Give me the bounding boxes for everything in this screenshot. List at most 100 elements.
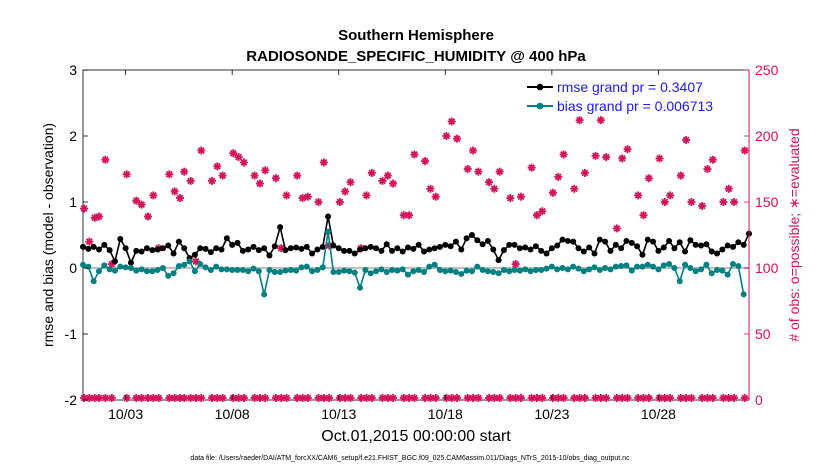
obs-star-stroke bbox=[132, 394, 140, 402]
rmse-point bbox=[474, 237, 481, 244]
obs-star-stroke bbox=[485, 178, 493, 186]
obs-evaluated-marker bbox=[250, 171, 259, 180]
obs-evaluated-marker bbox=[122, 170, 131, 179]
obs-star-stroke bbox=[688, 394, 695, 402]
bias-point bbox=[223, 266, 230, 273]
y-tick-label: -2 bbox=[65, 392, 78, 408]
bias-point bbox=[330, 268, 337, 275]
obs-star-stroke bbox=[149, 394, 157, 402]
bias-point bbox=[383, 268, 390, 275]
rmse-point bbox=[357, 246, 364, 253]
rmse-point bbox=[170, 250, 177, 257]
bias-point bbox=[362, 266, 369, 273]
bias-point bbox=[420, 268, 427, 275]
obs-star-stroke bbox=[261, 394, 269, 402]
obs-evaluated-marker bbox=[229, 149, 238, 158]
obs-star-stroke bbox=[725, 394, 733, 402]
obs-zero-marker bbox=[506, 394, 515, 402]
obs-star-stroke bbox=[426, 394, 434, 402]
obs-evaluated-marker bbox=[591, 151, 600, 160]
obs-star-stroke bbox=[560, 151, 568, 158]
obs-star-stroke bbox=[741, 147, 749, 154]
rmse-point bbox=[500, 247, 507, 254]
rmse-point bbox=[133, 247, 140, 254]
rmse-point bbox=[154, 246, 161, 253]
obs-star-stroke bbox=[576, 394, 584, 402]
obs-star-stroke bbox=[272, 174, 280, 182]
bias-point bbox=[389, 266, 396, 273]
chart-title: Southern Hemisphere bbox=[338, 27, 494, 44]
rmse-point bbox=[399, 248, 406, 255]
obs-star-stroke bbox=[219, 394, 227, 402]
obs-star-stroke bbox=[315, 198, 322, 206]
obs-star-stroke bbox=[613, 394, 621, 402]
rmse-point bbox=[383, 241, 390, 248]
rmse-point bbox=[516, 245, 523, 252]
obs-zero-marker bbox=[383, 394, 392, 402]
obs-star-stroke bbox=[666, 394, 674, 402]
rmse-point bbox=[538, 247, 545, 254]
obs-zero-marker bbox=[94, 394, 103, 402]
legend-rmse-marker bbox=[536, 83, 544, 91]
bias-point bbox=[596, 266, 603, 273]
obs-star-stroke bbox=[704, 394, 711, 402]
rmse-point bbox=[149, 247, 156, 254]
obs-star-stroke bbox=[213, 162, 221, 170]
obs-star-stroke bbox=[325, 394, 333, 402]
rmse-point bbox=[511, 241, 518, 248]
obs-star-stroke bbox=[682, 136, 690, 144]
obs-star-stroke bbox=[661, 198, 669, 206]
rmse-point bbox=[740, 241, 747, 248]
rmse-point bbox=[271, 243, 278, 250]
obs-zero-marker bbox=[644, 394, 653, 402]
rmse-point bbox=[692, 241, 699, 248]
obs-star-stroke bbox=[581, 394, 589, 402]
rmse-point bbox=[463, 235, 470, 242]
rmse-point bbox=[341, 247, 348, 254]
obs-star-stroke bbox=[432, 394, 440, 402]
rmse-point bbox=[234, 239, 241, 246]
obs-evaluated-marker bbox=[410, 150, 419, 159]
obs-star-stroke bbox=[101, 156, 109, 164]
bias-point bbox=[218, 266, 225, 273]
rmse-point bbox=[293, 244, 300, 251]
obs-zero-marker bbox=[399, 394, 408, 402]
bias-point bbox=[474, 263, 481, 270]
obs-star-stroke bbox=[240, 158, 248, 166]
obs-star-stroke bbox=[512, 394, 520, 402]
rmse-point bbox=[527, 246, 534, 253]
bias-point bbox=[607, 266, 614, 273]
y2-tick-label: 100 bbox=[755, 260, 779, 276]
bias-point bbox=[405, 271, 412, 278]
rmse-point bbox=[143, 245, 150, 252]
rmse-point bbox=[218, 246, 225, 253]
obs-star-stroke bbox=[688, 198, 695, 206]
rmse-point bbox=[181, 245, 188, 252]
obs-star-stroke bbox=[645, 394, 653, 402]
obs-zero-marker bbox=[154, 394, 163, 402]
rmse-point bbox=[223, 235, 230, 242]
bias-point bbox=[532, 266, 539, 273]
obs-star-stroke bbox=[464, 165, 472, 173]
bias-point bbox=[234, 266, 241, 273]
obs-star-stroke bbox=[682, 394, 690, 402]
rmse-point bbox=[554, 242, 561, 249]
obs-star-stroke bbox=[613, 224, 621, 232]
bias-point bbox=[735, 263, 742, 270]
obs-star-stroke bbox=[235, 153, 243, 161]
obs-star-stroke bbox=[251, 394, 258, 402]
bias-point bbox=[367, 270, 374, 277]
x-axis-label: Oct.01,2015 00:00:00 start bbox=[321, 428, 511, 445]
rmse-point bbox=[111, 258, 118, 265]
rmse-point bbox=[431, 245, 438, 252]
obs-star-stroke bbox=[283, 394, 290, 402]
obs-star-stroke bbox=[640, 211, 647, 219]
bias-point bbox=[676, 278, 683, 285]
obs-evaluated-marker bbox=[484, 178, 493, 187]
x-tick-label: 10/13 bbox=[321, 406, 356, 422]
obs-star-stroke bbox=[549, 189, 557, 197]
obs-evaluated-marker bbox=[137, 200, 146, 209]
bias-point bbox=[117, 263, 124, 270]
obs-star-stroke bbox=[570, 394, 578, 402]
bias-point bbox=[708, 270, 715, 277]
